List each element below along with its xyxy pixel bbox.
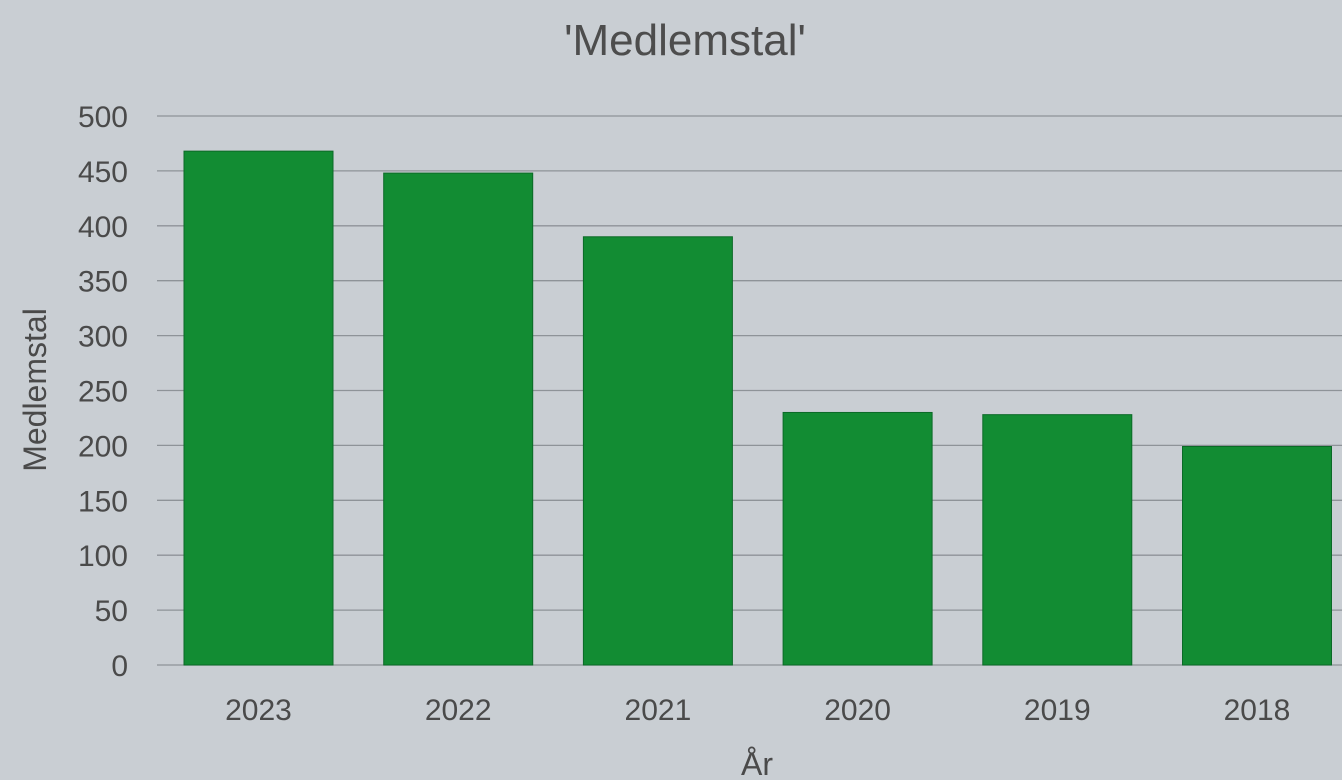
x-tick-label: 2023 bbox=[225, 694, 292, 727]
y-tick-label: 500 bbox=[78, 101, 128, 134]
y-tick-label: 200 bbox=[78, 430, 128, 463]
grid-lines bbox=[157, 115, 1342, 666]
bar-2019 bbox=[982, 414, 1133, 666]
y-axis-label: Medlemstal bbox=[17, 308, 53, 472]
chart-title: 'Medlemstal' bbox=[564, 16, 806, 65]
y-tick-label: 300 bbox=[78, 321, 128, 354]
bar-2018 bbox=[1182, 445, 1332, 666]
y-tick-label: 350 bbox=[78, 266, 128, 299]
y-tick-label: 150 bbox=[78, 485, 128, 518]
bar-2022 bbox=[383, 172, 534, 666]
x-tick-label: 2022 bbox=[425, 694, 492, 727]
y-tick-label: 50 bbox=[95, 595, 128, 628]
x-tick-label: 2021 bbox=[625, 694, 692, 727]
y-tick-labels: 0 50 100 150 200 250 300 350 400 450 500 bbox=[78, 101, 128, 683]
y-tick-label: 400 bbox=[78, 211, 128, 244]
x-tick-labels: 2023 2022 2021 2020 2019 2018 bbox=[225, 694, 1290, 727]
y-tick-label: 450 bbox=[78, 156, 128, 189]
x-tick-label: 2018 bbox=[1224, 694, 1291, 727]
y-tick-label: 250 bbox=[78, 376, 128, 409]
bar-2020 bbox=[782, 411, 933, 666]
y-tick-label: 100 bbox=[78, 540, 128, 573]
bar-2023 bbox=[183, 150, 334, 666]
x-tick-label: 2020 bbox=[824, 694, 891, 727]
x-axis-label: År bbox=[741, 746, 773, 780]
x-tick-label: 2019 bbox=[1024, 694, 1091, 727]
y-tick-label: 0 bbox=[111, 650, 128, 683]
bar-2021 bbox=[582, 236, 733, 666]
bars bbox=[183, 150, 1332, 666]
